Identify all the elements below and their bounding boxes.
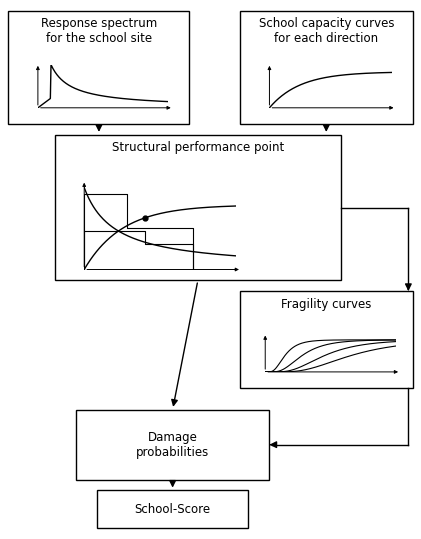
Bar <box>55 135 341 280</box>
Text: Fragility curves: Fragility curves <box>281 298 371 310</box>
Bar <box>240 11 413 124</box>
Text: Response spectrum
for the school site: Response spectrum for the school site <box>41 17 157 45</box>
Bar <box>240 291 413 388</box>
Bar <box>8 11 189 124</box>
Text: School-Score: School-Score <box>135 503 210 516</box>
Bar <box>76 410 269 480</box>
Text: School capacity curves
for each direction: School capacity curves for each directio… <box>258 17 394 45</box>
Bar <box>97 490 248 528</box>
Text: Damage
probabilities: Damage probabilities <box>136 431 209 459</box>
Text: Structural performance point: Structural performance point <box>112 141 284 154</box>
